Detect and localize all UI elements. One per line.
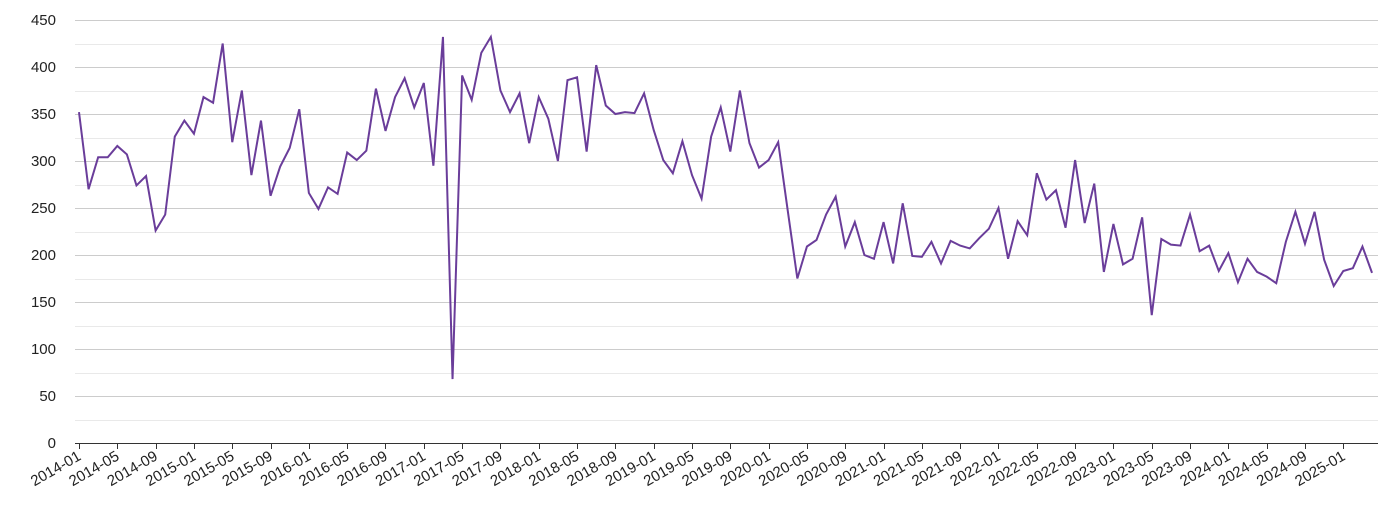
series-line [78,34,1373,380]
y-axis-tick-labels: 0 50 100 150 200 250 300 350 400 450 [31,12,56,452]
y-tick-label: 350 [31,106,56,123]
y-tick-label: 250 [31,200,56,217]
x-axis: 2014-012014-052014-092015-012015-052015-… [28,443,1378,490]
y-tick-label: 400 [31,59,56,76]
y-tick-label: 0 [48,435,56,452]
grid-lines [75,20,1378,421]
y-tick-label: 450 [31,12,56,29]
y-tick-label: 300 [31,153,56,170]
y-tick-label: 150 [31,294,56,311]
y-tick-label: 50 [39,388,56,405]
series-layer [78,34,1373,380]
y-tick-label: 100 [31,341,56,358]
y-tick-label: 200 [31,247,56,264]
